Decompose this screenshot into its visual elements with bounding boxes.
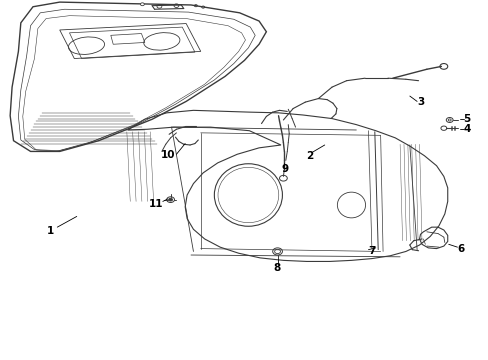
Text: 8: 8	[273, 262, 280, 273]
Text: 10: 10	[160, 150, 175, 160]
Text: 5: 5	[463, 114, 470, 124]
Text: 4: 4	[463, 124, 470, 134]
Circle shape	[166, 197, 174, 203]
Text: 2: 2	[306, 151, 313, 161]
Text: 9: 9	[281, 164, 288, 174]
Circle shape	[446, 117, 452, 122]
Text: 6: 6	[456, 244, 464, 253]
Circle shape	[140, 3, 144, 6]
Circle shape	[272, 248, 282, 255]
Text: 1: 1	[46, 226, 54, 236]
Circle shape	[168, 198, 172, 201]
Text: 3: 3	[416, 97, 423, 107]
Text: 7: 7	[367, 247, 375, 256]
Circle shape	[440, 126, 446, 130]
Text: 11: 11	[148, 199, 163, 209]
